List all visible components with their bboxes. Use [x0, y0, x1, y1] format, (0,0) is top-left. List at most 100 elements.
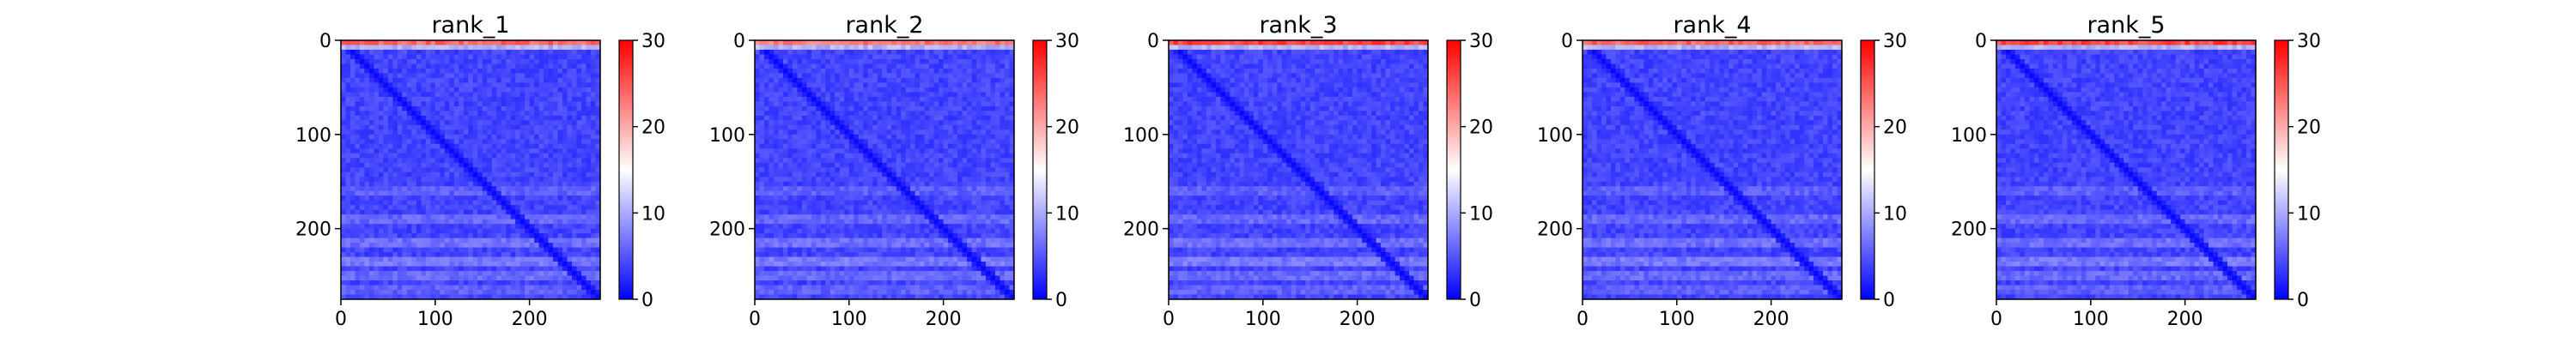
heatmap-cell — [581, 280, 586, 286]
heatmap-cell — [764, 135, 769, 140]
heatmap-cell — [825, 54, 830, 59]
heatmap-cell — [920, 82, 925, 87]
heatmap-cell — [421, 82, 426, 87]
heatmap-cell — [369, 73, 374, 78]
heatmap-cell — [872, 50, 878, 55]
heatmap-cell — [440, 172, 445, 178]
heatmap-cell — [360, 111, 365, 116]
heatmap-cell — [953, 116, 958, 121]
heatmap-cell — [350, 120, 355, 125]
heatmap-cell — [360, 63, 365, 69]
heatmap-cell — [492, 148, 497, 153]
heatmap-cell — [341, 125, 346, 130]
heatmap-cell — [778, 82, 783, 87]
heatmap-cell — [835, 201, 840, 206]
heatmap-cell — [816, 172, 821, 178]
heatmap-cell — [483, 224, 488, 229]
heatmap-cell — [530, 257, 535, 262]
heatmap-cell — [835, 120, 840, 125]
heatmap-cell — [506, 290, 511, 295]
heatmap-cell — [445, 224, 450, 229]
heatmap-cell — [464, 106, 469, 111]
heatmap-cell — [487, 196, 492, 201]
heatmap-cell — [981, 196, 987, 201]
heatmap-cell — [920, 69, 925, 74]
heatmap-cell — [430, 97, 435, 102]
heatmap-cell — [868, 106, 873, 111]
heatmap-cell — [454, 191, 459, 196]
heatmap-cell — [995, 177, 1000, 182]
heatmap-cell — [562, 238, 568, 244]
heatmap-cell — [553, 262, 558, 267]
heatmap-cell — [872, 148, 878, 153]
heatmap-cell — [506, 262, 511, 267]
heatmap-cell — [816, 129, 821, 135]
heatmap-cell — [435, 290, 440, 295]
heatmap-cell — [501, 220, 507, 225]
heatmap-cell — [586, 280, 592, 286]
heatmap-cell — [430, 163, 435, 168]
heatmap-cell — [464, 271, 469, 276]
heatmap-cell — [797, 196, 802, 201]
heatmap-cell — [844, 106, 849, 111]
heatmap-cell — [468, 54, 473, 59]
heatmap-cell — [530, 280, 535, 286]
heatmap-cell — [906, 167, 911, 172]
heatmap-cell — [562, 106, 568, 111]
heatmap-cell — [797, 63, 802, 69]
heatmap-cell — [787, 205, 793, 210]
heatmap-cell — [445, 286, 450, 291]
heatmap-cell — [920, 201, 925, 206]
heatmap-cell — [840, 92, 845, 97]
heatmap-cell — [553, 116, 558, 121]
heatmap-cell — [572, 276, 577, 281]
heatmap-cell — [374, 196, 379, 201]
heatmap-cell — [487, 172, 492, 178]
heatmap-cell — [388, 262, 393, 267]
heatmap-cell — [374, 73, 379, 78]
heatmap-cell — [539, 271, 544, 276]
heatmap-cell — [764, 129, 769, 135]
heatmap-cell — [581, 238, 586, 244]
heatmap-cell — [520, 73, 526, 78]
heatmap-cell — [402, 248, 407, 253]
heatmap-cell — [868, 87, 873, 93]
heatmap-cell — [379, 54, 384, 59]
heatmap-cell — [350, 82, 355, 87]
heatmap-cell — [925, 182, 930, 187]
heatmap-cell — [539, 125, 544, 130]
heatmap-cell — [534, 101, 539, 106]
heatmap-cell — [511, 177, 516, 182]
colorbar-tick-label: 0 — [641, 290, 653, 311]
heatmap-cell — [388, 54, 393, 59]
heatmap-cell — [364, 50, 369, 55]
heatmap-cell — [854, 59, 859, 64]
heatmap-cell — [1005, 186, 1010, 191]
heatmap-cell — [544, 196, 549, 201]
heatmap-cell — [426, 97, 431, 102]
heatmap-cell — [553, 172, 558, 178]
heatmap-cell — [483, 144, 488, 149]
heatmap-cell — [995, 129, 1000, 135]
heatmap-cell — [416, 224, 422, 229]
heatmap-cell — [416, 205, 422, 210]
heatmap-cell — [972, 201, 977, 206]
heatmap-cell — [383, 182, 388, 187]
heatmap-cell — [345, 248, 350, 253]
heatmap-cell — [577, 148, 582, 153]
heatmap-cell — [840, 50, 845, 55]
heatmap-cell — [407, 243, 412, 248]
heatmap-cell — [995, 148, 1000, 153]
heatmap-cell — [581, 54, 586, 59]
heatmap-cell — [769, 125, 774, 130]
heatmap-cell — [449, 54, 454, 59]
heatmap-cell — [802, 172, 807, 178]
heatmap-cell — [473, 252, 478, 257]
heatmap-cell — [986, 50, 991, 55]
heatmap-cell — [806, 182, 811, 187]
heatmap-cell — [872, 201, 878, 206]
heatmap-cell — [407, 120, 412, 125]
heatmap-cell — [774, 125, 779, 130]
heatmap-cell — [1000, 201, 1005, 206]
heatmap-cell — [934, 148, 939, 153]
